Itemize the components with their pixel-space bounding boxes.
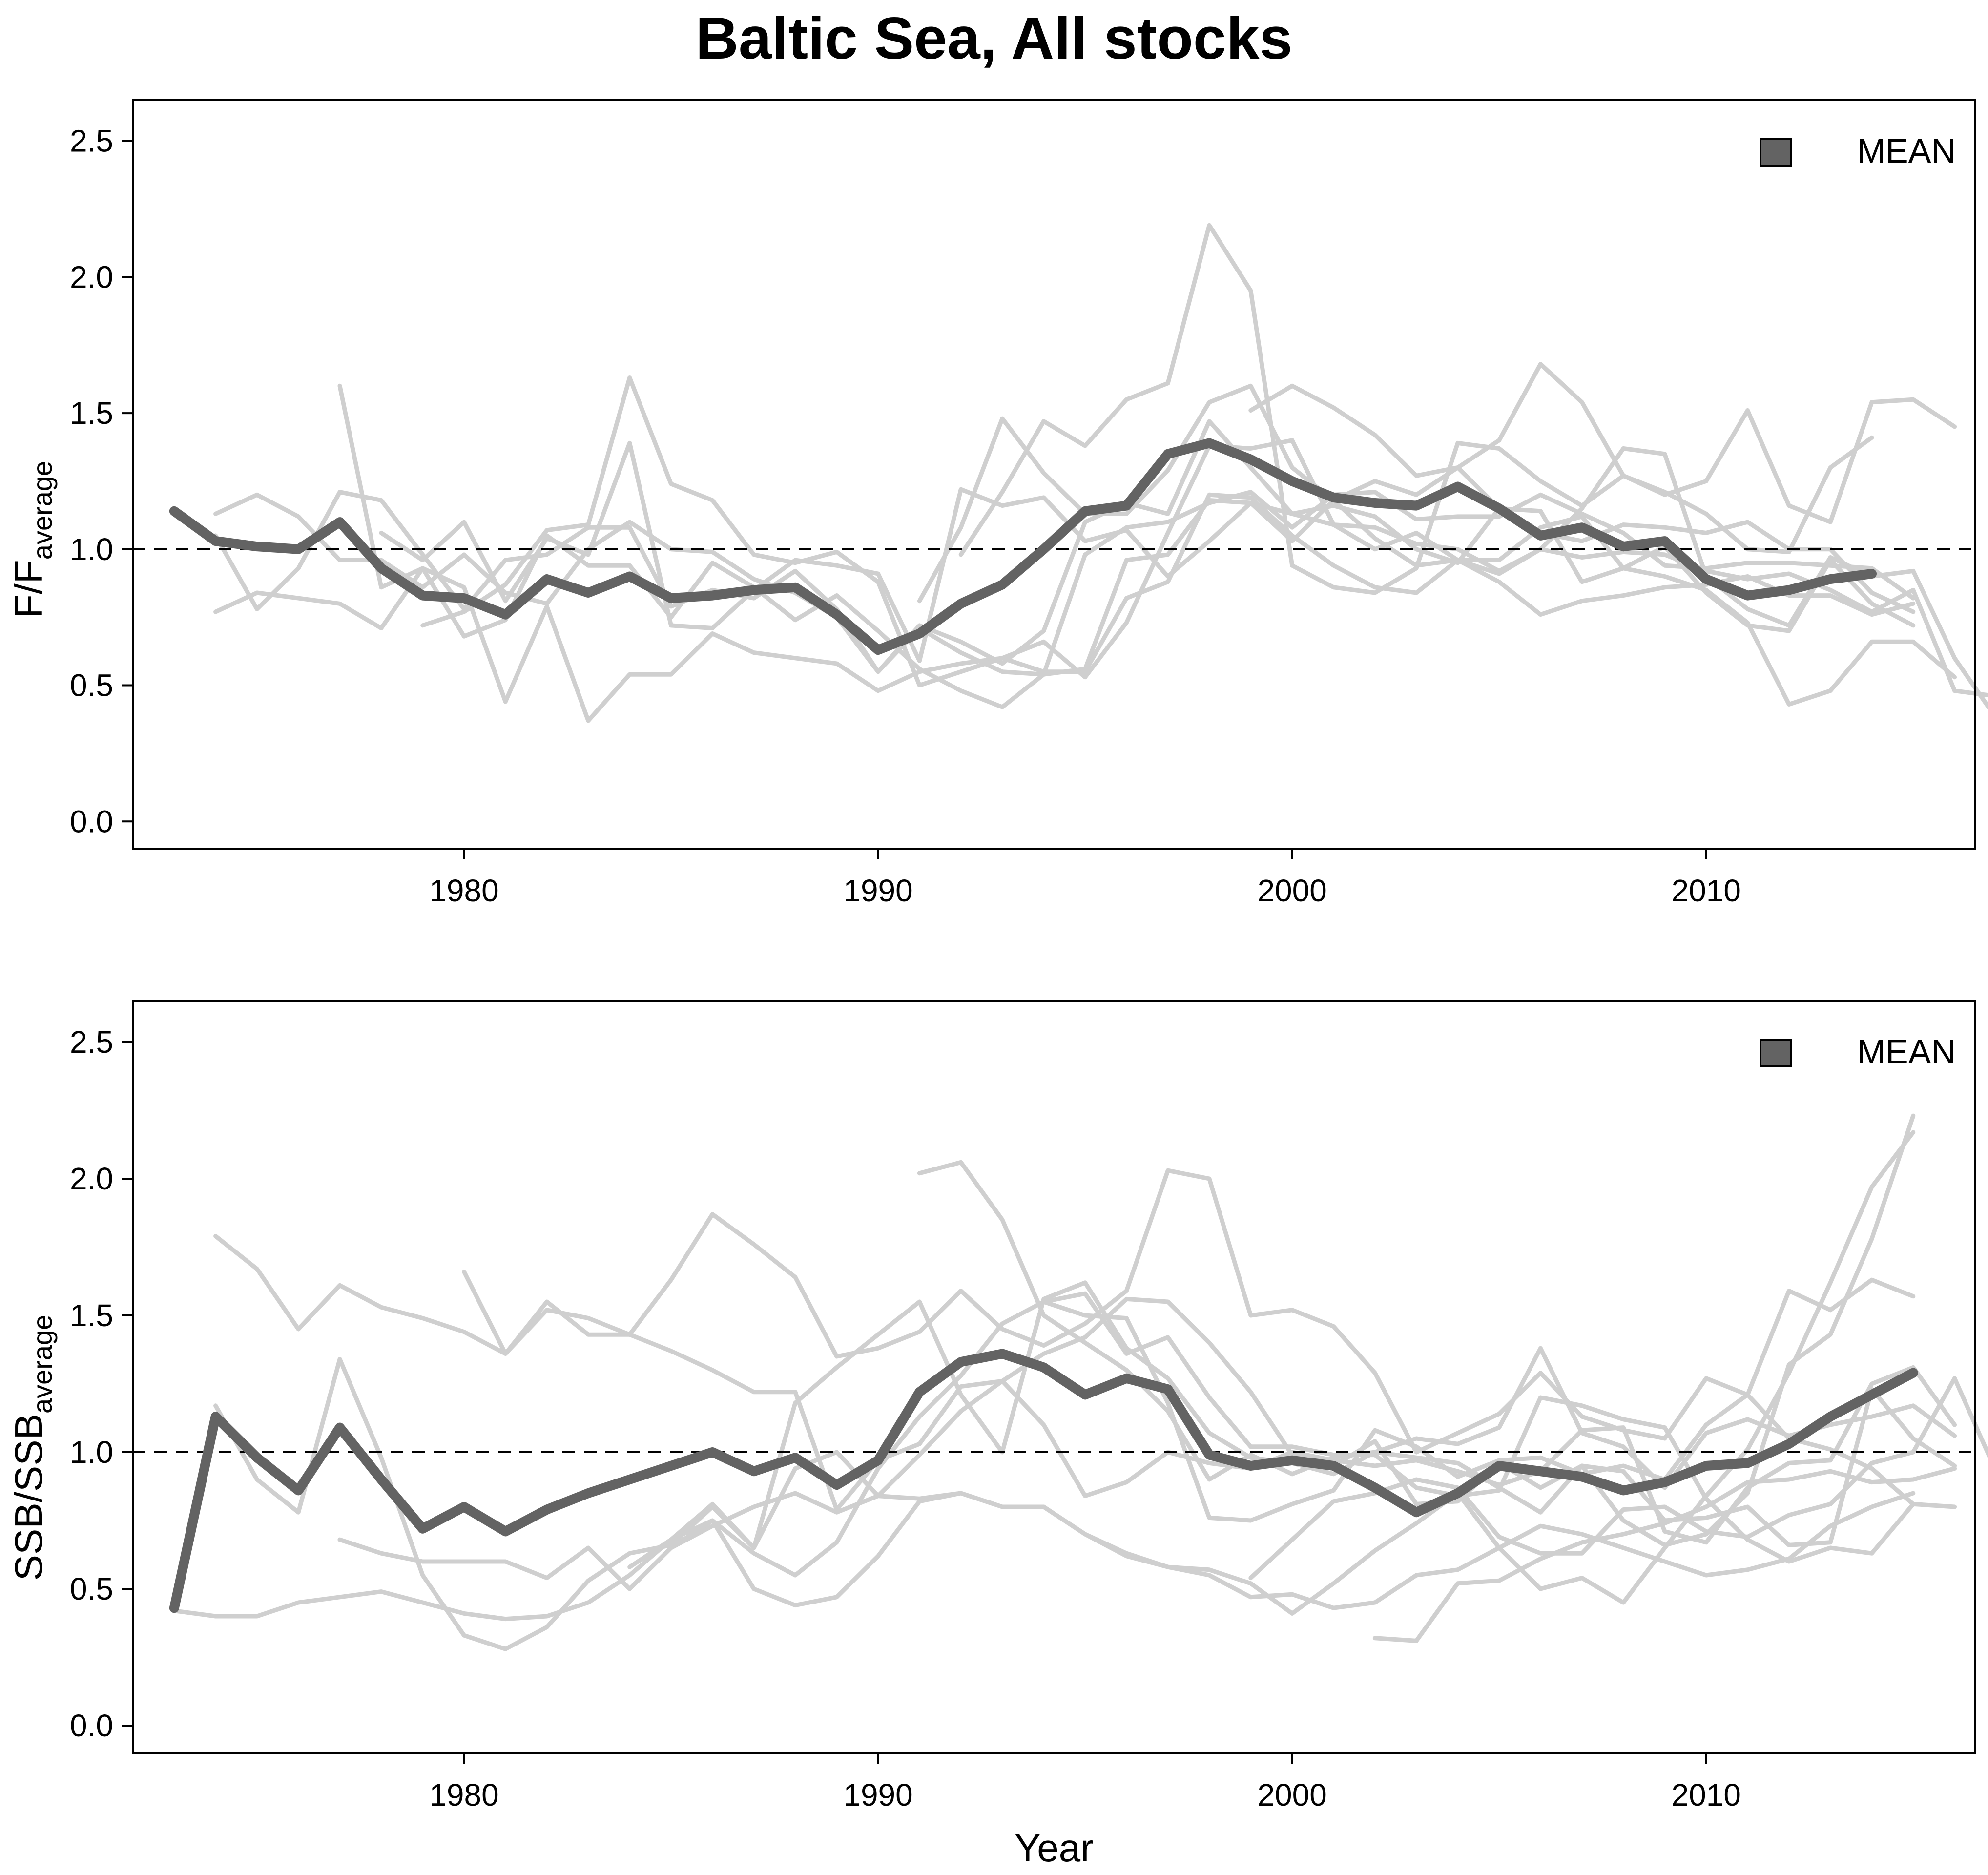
legend-label: MEAN bbox=[1857, 1033, 1956, 1071]
stock-series-line-5 bbox=[462, 1168, 1916, 1506]
stock-series-line-9 bbox=[1248, 383, 1916, 614]
stock-series-line-5 bbox=[379, 440, 1988, 698]
x-tick-label: 2000 bbox=[1257, 1777, 1326, 1812]
stock-series-line-9 bbox=[1041, 1291, 1957, 1564]
y-tick-label: 2.5 bbox=[70, 1024, 113, 1060]
stock-series-line-2 bbox=[172, 1277, 1916, 1622]
y-tick-label: 1.0 bbox=[70, 1435, 113, 1470]
y-axis-label: SSB/SSBaverage bbox=[7, 1315, 58, 1581]
stock-series-line-3 bbox=[213, 1280, 1957, 1651]
stock-series-group bbox=[172, 1113, 1988, 1651]
legend-label: MEAN bbox=[1857, 132, 1956, 170]
y-axis-label: F/Faverage bbox=[7, 461, 58, 618]
plot-frame bbox=[132, 1000, 1976, 1754]
stock-series-group bbox=[213, 223, 1988, 723]
y-tick-label: 0.5 bbox=[70, 668, 113, 703]
x-tick-label: 2010 bbox=[1672, 873, 1741, 903]
plot-frame bbox=[132, 99, 1976, 850]
stock-series-line-4 bbox=[337, 383, 1957, 723]
x-tick-label: 1980 bbox=[429, 1777, 498, 1812]
stock-series-line-6 bbox=[627, 1130, 1916, 1616]
y-tick-label: 0.0 bbox=[70, 804, 113, 839]
x-tick-label: 1990 bbox=[843, 1777, 912, 1812]
y-tick-label: 2.0 bbox=[70, 1161, 113, 1196]
stock-series-line-8 bbox=[917, 1113, 1916, 1547]
y-axis-label-main: SSB/SSB bbox=[7, 1414, 50, 1581]
y-axis-label-main: F/F bbox=[7, 560, 50, 618]
stock-series-line-6 bbox=[420, 375, 1988, 710]
stock-series-line-8 bbox=[958, 223, 1874, 595]
y-tick-label: 0.5 bbox=[70, 1571, 113, 1606]
y-tick-label: 1.5 bbox=[70, 396, 113, 431]
x-tick-label: 2000 bbox=[1257, 873, 1326, 903]
figure-title: Baltic Sea, All stocks bbox=[695, 5, 1293, 71]
y-tick-label: 1.5 bbox=[70, 1298, 113, 1333]
y-tick-label: 2.0 bbox=[70, 259, 113, 294]
y-tick-label: 0.0 bbox=[70, 1708, 113, 1743]
ssb-ratio-panel: 0.0 0.5 1.0 1.5 2.0 2.5 1980 1990 2000 2010 Year SS… bbox=[7, 1000, 1988, 1870]
f-ratio-panel: 0.00.51.01.52.02.51980199020002010YearF/… bbox=[7, 99, 1988, 903]
y-axis-label-subscript: average bbox=[27, 1315, 58, 1414]
x-tick-label: 1990 bbox=[843, 873, 912, 903]
x-axis-label: Year bbox=[1015, 1826, 1094, 1870]
x-tick-label: 2010 bbox=[1672, 1777, 1741, 1812]
stock-series-line-4 bbox=[337, 1365, 1957, 1591]
legend-swatch bbox=[1760, 1039, 1792, 1067]
legend-swatch bbox=[1760, 138, 1792, 167]
mean-series-line bbox=[169, 1349, 1918, 1613]
stock-series-line-11 bbox=[1372, 1466, 1957, 1643]
stock-series-line-7 bbox=[669, 1491, 1916, 1610]
legend: MEAN bbox=[1760, 132, 1956, 170]
x-tick-label: 1980 bbox=[429, 873, 498, 903]
y-axis-label-subscript: average bbox=[27, 461, 58, 560]
y-tick-label: 2.5 bbox=[70, 124, 113, 159]
mean-series-line bbox=[169, 438, 1877, 655]
stock-series-line-3 bbox=[213, 490, 1916, 677]
y-tick-label: 1.0 bbox=[70, 532, 113, 567]
legend: MEAN bbox=[1760, 1033, 1956, 1071]
